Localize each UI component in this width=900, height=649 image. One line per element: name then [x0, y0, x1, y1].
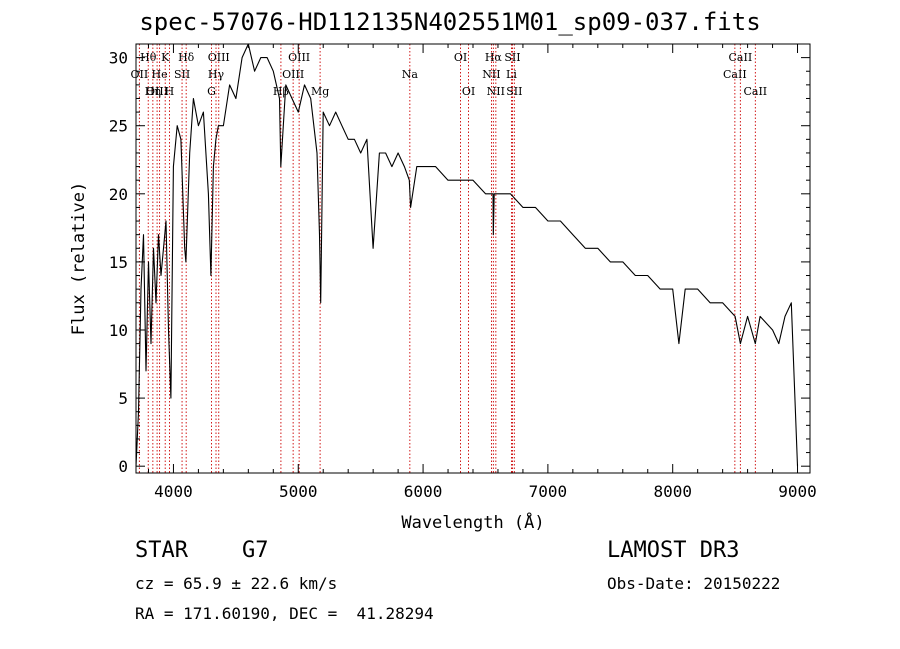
- y-tick-label: 10: [109, 321, 128, 340]
- line-label: SII: [504, 51, 520, 64]
- line-label: OII: [131, 68, 149, 81]
- x-axis-label: Wavelength (Å): [401, 511, 544, 533]
- line-label: NII: [487, 85, 505, 98]
- line-label: OI: [454, 51, 467, 64]
- redshift-text: cz = 65.9 ± 22.6 km/s: [135, 574, 338, 593]
- line-label: NII: [482, 68, 500, 81]
- line-label: Mg: [311, 85, 329, 98]
- line-label: G: [207, 85, 216, 98]
- spectrum-series: [135, 43, 799, 467]
- emission-line-markers: [138, 44, 756, 473]
- line-label: Na: [402, 68, 419, 81]
- x-tick-label: 7000: [529, 482, 568, 501]
- x-tick-label: 4000: [154, 482, 193, 501]
- axes: 4000 5000 6000 7000 8000 9000 0 5 10 15 20 25 30 Wave…: [69, 43, 817, 533]
- survey-name: LAMOST DR3: [607, 538, 740, 563]
- line-label: CaII: [743, 85, 767, 98]
- y-axis-label: Flux (relative): [69, 182, 89, 336]
- line-label: He: [152, 68, 168, 81]
- line-label: OIII: [146, 85, 168, 98]
- line-label: OIII: [288, 51, 310, 64]
- line-label: Hβ: [273, 85, 289, 98]
- spectrum-line: [135, 43, 799, 467]
- plot-frame: [135, 43, 811, 474]
- y-tick-label: 5: [118, 389, 128, 408]
- line-label: Hδ: [178, 51, 195, 64]
- object-subclass: G7: [242, 538, 269, 563]
- y-tick-label: 15: [109, 253, 128, 272]
- line-label: Li: [506, 68, 517, 81]
- line-label: Hα: [485, 51, 503, 64]
- x-tick-label: 6000: [404, 482, 443, 501]
- line-label: SII: [174, 68, 190, 81]
- line-label: CaII: [723, 68, 747, 81]
- y-tick-label: 30: [109, 49, 128, 68]
- x-tick-label: 9000: [778, 482, 817, 501]
- line-label: K: [161, 51, 170, 64]
- line-label: OIII: [208, 51, 230, 64]
- y-tick-label: 25: [109, 117, 128, 136]
- coords-text: RA = 171.60190, DEC = 41.28294: [135, 604, 434, 623]
- line-label: Hη: [145, 85, 161, 98]
- y-tick-label: 20: [109, 185, 128, 204]
- line-label: H: [165, 85, 175, 98]
- line-label: OI: [462, 85, 475, 98]
- line-label: CaII: [729, 51, 753, 64]
- line-label: Hθ: [140, 51, 157, 64]
- y-tick-label: 0: [118, 457, 128, 476]
- x-tick-label: 5000: [279, 482, 318, 501]
- x-tick-label: 8000: [653, 482, 692, 501]
- obs-date-text: Obs-Date: 20150222: [607, 574, 781, 593]
- chart-title: spec-57076-HD112135N402551M01_sp09-037.f…: [139, 8, 761, 36]
- line-label: Hγ: [208, 68, 225, 81]
- line-label: SII: [506, 85, 522, 98]
- line-label: OIII: [282, 68, 304, 81]
- object-class: STAR: [135, 538, 188, 563]
